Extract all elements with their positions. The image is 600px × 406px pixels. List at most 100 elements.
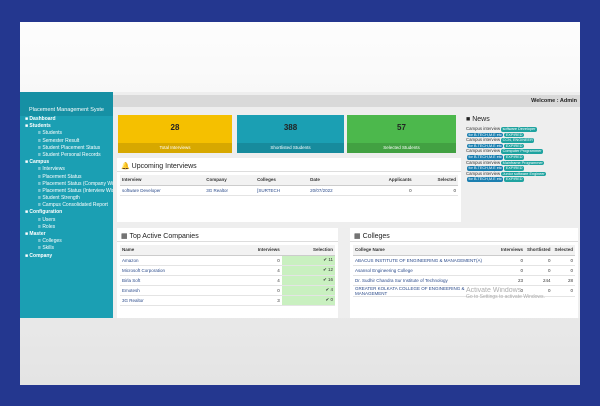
table-cell: 4 (224, 275, 282, 286)
menu-label: Configuration (29, 209, 63, 216)
table-row[interactable]: Dr. Sudhir Chandra Sur Institute of Tech… (353, 275, 575, 286)
cell-text: 0 (520, 257, 523, 263)
menu-label: Placement Status (Interview Wise) (42, 187, 113, 194)
menu-item[interactable]: ■ Dashboard (20, 116, 113, 123)
menu-item[interactable]: ■ Company (20, 253, 113, 260)
table-cell: 0 (498, 255, 525, 266)
menu-item[interactable]: ≡ Interviews (20, 166, 113, 173)
stat-card[interactable]: 57 Selected Students (347, 115, 456, 153)
cell-text: GREATER KOLKATA COLLEGE OF ENGINEERING &… (355, 285, 465, 296)
menu-label: Placement Status (42, 173, 82, 180)
news-text: Campus interview (466, 148, 501, 154)
menu-label: Student Placement Status (42, 144, 101, 151)
cell-text: Asansol Engineering College (355, 267, 413, 273)
news-item[interactable]: Campus interview Junior software Engineer… (466, 171, 580, 182)
menu-item[interactable]: ≡ Student Strength (20, 195, 113, 202)
news-item[interactable]: Campus interview software Developer for B.… (466, 126, 580, 138)
news-item[interactable]: Campus interview Mainframe Programmer for … (466, 160, 580, 171)
menu-item[interactable]: ≡ Skills (20, 245, 113, 252)
table-cell: GREATER KOLKATA COLLEGE OF ENGINEERING &… (353, 285, 499, 297)
column-header: Colleges (255, 175, 309, 186)
header-row: Name Interviews Selection (120, 245, 335, 256)
table-cell: software Developer (120, 185, 205, 196)
menu-bullet: ≡ (38, 151, 43, 158)
table-cell: ✔ 12 (281, 265, 335, 276)
table-cell: 3G Realtor (120, 295, 225, 306)
column-header: Selection (281, 245, 335, 256)
menu-label: Colleges (42, 238, 62, 245)
table-row[interactable]: Asansol Engineering College 0 0 0 (353, 265, 575, 276)
menu-bullet: ≡ (38, 202, 43, 209)
table-cell: Emotesh (120, 285, 225, 296)
news-tag: for B.TECH,M.E etc (467, 154, 504, 160)
menu-item[interactable]: ≡ Student Placement Status (20, 145, 113, 152)
news-tag: Computer Programmer (501, 149, 543, 154)
news-item[interactable]: Campus interview CCN, ENGINEER for B.TECH,… (466, 137, 580, 149)
table-row[interactable]: GREATER KOLKATA COLLEGE OF ENGINEERING &… (353, 285, 575, 297)
menu-item[interactable]: ■ Campus (20, 159, 113, 166)
menu-label: Students (29, 123, 51, 130)
news-tag: for B.TECH,M.E etc (467, 132, 504, 138)
cell-text: 0 (409, 187, 412, 193)
cell-text: 0 (570, 257, 573, 263)
cell-text: 244 (542, 277, 551, 283)
news-item[interactable]: Campus interview Computer Programmer for B… (466, 148, 580, 160)
table-row[interactable]: Amazon 0 ✔ 11 (120, 255, 335, 266)
news-list: Campus interview software Developer for B.… (466, 126, 580, 182)
stat-label: Total Interviews (118, 143, 232, 153)
table-cell: 0 (498, 265, 525, 276)
colleges-table: College Name Interviews Shortlisted Selecte… (353, 245, 575, 297)
table-cell: 0 (224, 255, 282, 266)
table-cell: 0 (524, 285, 553, 297)
stat-card[interactable]: 388 Shortlisted Students (237, 115, 344, 153)
menu-item[interactable]: ■ Students (20, 123, 113, 130)
news-tag: Junior software Engineer (501, 171, 547, 177)
stat-card[interactable]: 28 Total Interviews (118, 115, 232, 153)
table-cell: ✔ 0 (281, 295, 335, 306)
watermark-text: Go to Settings to activate Windows. (466, 294, 545, 300)
table-row[interactable]: 3G Realtor 3 ✔ 0 (120, 295, 335, 306)
column-header: Interview (120, 175, 205, 186)
table-row[interactable]: ABACUS INSTITUTE OF ENGINEERING & MANAGE… (353, 255, 575, 266)
menu-label: Student Personal Records (42, 151, 101, 158)
stat-value: 57 (397, 123, 406, 132)
news-tag: EXPIRED (504, 166, 525, 171)
cell-text: 23 (517, 277, 523, 283)
menu-item[interactable]: ≡ Placement Status (Interview Wise) (20, 188, 113, 195)
menu-label: Skills (42, 245, 54, 252)
menu-bullet: ■ (25, 209, 30, 216)
table-cell: Birla Soft (120, 275, 225, 286)
table-cell: Amazon (120, 255, 225, 266)
menu-item[interactable]: ≡ Student Personal Records (20, 152, 113, 159)
menu-bullet: ■ (25, 116, 30, 122)
menu-item[interactable]: ■ Configuration (20, 209, 113, 216)
menu-item[interactable]: ≡ Students (20, 130, 113, 137)
news-tag: for B.TECH,M.E etc (467, 177, 504, 182)
table-cell: 0 (524, 255, 553, 266)
menu-item[interactable]: ≡ Roles (20, 224, 113, 231)
cell-text: Birla Soft (122, 277, 141, 283)
menu-bullet: ≡ (38, 130, 43, 137)
table-cell: 4 (224, 265, 282, 276)
menu-item[interactable]: ≡ Semester Result (20, 138, 113, 145)
watermark-title: Activate Windows (466, 287, 522, 294)
table-row[interactable]: Emotesh 0 ✔ 4 (120, 285, 335, 296)
table-row[interactable]: Microsoft Corporation 4 ✔ 12 (120, 265, 335, 276)
menu-item[interactable]: ≡ Placement Status (Company Wise) (20, 181, 113, 188)
companies-title-text: Top Active Companies (129, 233, 199, 240)
column-header: Interviews (224, 245, 282, 256)
sidebar-title: Placement Management Syste (20, 92, 113, 116)
companies-table-wrap: Name Interviews Selection Amazon 0 ✔ 11 Micros… (117, 242, 338, 309)
table-row[interactable]: software Developer 3G Realtor [SURTECH 20/0… (120, 185, 458, 196)
menu-item[interactable]: ≡ Placement Status (20, 174, 113, 181)
menu-item[interactable]: ■ Master (20, 231, 113, 238)
companies-panel: ▦ Top Active Companies Name Interviews Sel… (117, 228, 338, 318)
news-tag: for B.TECH,M.E etc (467, 166, 504, 171)
menu-bullet: ≡ (38, 195, 43, 202)
menu-item[interactable]: ≡ Users (20, 217, 113, 224)
table-row[interactable]: Birla Soft 4 ✔ 16 (120, 275, 335, 286)
top-bar: Welcome : Admin (113, 95, 580, 107)
menu-item[interactable]: ≡ Colleges (20, 238, 113, 245)
menu-item[interactable]: ≡ Campus Consolidated Report (20, 202, 113, 209)
cell-text: 0 (277, 287, 280, 293)
